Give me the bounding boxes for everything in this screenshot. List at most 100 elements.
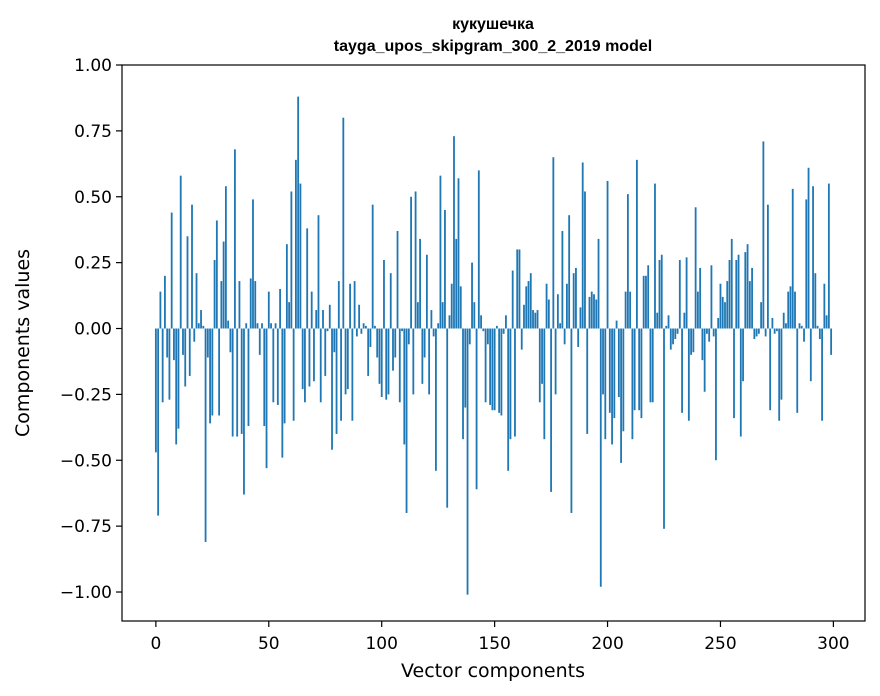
bar-component-61 xyxy=(292,328,295,421)
bar-component-3 xyxy=(161,328,164,403)
bar-component-184 xyxy=(570,328,573,513)
bar-component-140 xyxy=(471,262,473,329)
bar-component-8 xyxy=(173,328,175,361)
bar-component-95 xyxy=(369,328,372,347)
bar-component-158 xyxy=(511,270,514,329)
bar-component-55 xyxy=(279,288,281,329)
bar-component-2 xyxy=(159,291,162,329)
bar-component-188 xyxy=(579,307,582,329)
bar-component-271 xyxy=(766,204,769,329)
bar-component-108 xyxy=(398,328,401,403)
bar-component-266 xyxy=(755,328,758,337)
bar-component-246 xyxy=(710,265,713,329)
bar-component-35 xyxy=(234,149,236,329)
bar-component-224 xyxy=(660,254,663,329)
bar-component-255 xyxy=(730,238,733,329)
bar-component-57 xyxy=(283,328,286,424)
bar-series xyxy=(154,96,833,595)
bar-component-258 xyxy=(737,254,740,329)
bar-component-262 xyxy=(746,244,749,329)
bar-component-94 xyxy=(367,328,370,376)
y-tick-label: 0.00 xyxy=(74,320,112,340)
bar-component-65 xyxy=(301,328,304,390)
bar-component-52 xyxy=(272,328,275,403)
bar-component-295 xyxy=(821,328,823,421)
bar-component-280 xyxy=(787,291,790,329)
bar-component-49 xyxy=(265,328,268,469)
bar-component-239 xyxy=(694,207,697,329)
bar-component-125 xyxy=(437,323,440,329)
bar-component-118 xyxy=(421,328,424,384)
bar-component-148 xyxy=(489,328,492,405)
bar-component-10 xyxy=(177,328,180,429)
bar-component-7 xyxy=(170,212,173,329)
bar-component-132 xyxy=(453,136,455,329)
bar-component-82 xyxy=(340,328,342,421)
y-tick-label: 0.50 xyxy=(74,188,112,208)
bar-component-251 xyxy=(721,296,724,329)
bar-component-113 xyxy=(410,196,412,329)
bar-component-288 xyxy=(805,199,808,329)
bar-component-133 xyxy=(455,238,458,329)
bar-component-4 xyxy=(164,275,166,329)
bar-component-0 xyxy=(154,328,157,453)
bar-component-285 xyxy=(798,323,801,329)
bar-component-232 xyxy=(678,260,681,329)
bar-component-120 xyxy=(425,254,428,329)
bar-component-225 xyxy=(663,328,665,529)
bar-component-153 xyxy=(500,328,503,416)
bar-component-25 xyxy=(211,328,214,416)
bar-component-45 xyxy=(256,323,259,329)
bar-component-99 xyxy=(378,328,381,384)
bar-component-276 xyxy=(778,328,781,421)
bar-component-105 xyxy=(392,328,394,371)
y-axis-ticks: 1.00 0.75 0.50 0.25 0.00 −0.25 −0.50 −0.75 −1.00 xyxy=(60,56,122,603)
bar-component-149 xyxy=(491,328,494,411)
bar-component-56 xyxy=(281,328,284,458)
bar-component-294 xyxy=(818,328,821,340)
bar-component-151 xyxy=(495,325,498,329)
bar-component-293 xyxy=(816,325,819,329)
bar-component-236 xyxy=(687,328,690,421)
bar-component-106 xyxy=(394,328,397,358)
chart-title-line2: tayga_upos_skipgram_300_2_2019 model xyxy=(334,38,652,55)
bar-component-159 xyxy=(514,328,516,437)
bar-component-102 xyxy=(385,328,388,400)
bar-component-41 xyxy=(247,328,250,427)
bar-component-72 xyxy=(317,215,320,329)
bar-component-185 xyxy=(572,273,575,329)
bar-component-12 xyxy=(182,328,184,355)
bar-component-29 xyxy=(220,281,223,329)
bar-component-134 xyxy=(457,178,460,329)
bar-component-166 xyxy=(529,273,532,329)
bar-component-27 xyxy=(215,220,218,329)
bar-component-211 xyxy=(631,328,634,440)
x-tick-label: 250 xyxy=(704,634,736,654)
bar-component-299 xyxy=(830,328,833,355)
bar-component-85 xyxy=(346,328,349,390)
bar-component-26 xyxy=(213,260,216,329)
bar-component-213 xyxy=(636,159,638,329)
y-tick-label: −0.75 xyxy=(60,517,112,537)
bar-component-261 xyxy=(744,252,747,329)
bar-component-32 xyxy=(227,320,230,329)
bar-component-21 xyxy=(202,325,205,329)
bar-component-144 xyxy=(480,315,482,329)
bar-component-112 xyxy=(407,328,410,345)
chart-title-line1: кукушечка xyxy=(452,16,534,33)
bar-component-154 xyxy=(502,328,505,334)
bar-component-250 xyxy=(719,283,722,329)
plot-frame xyxy=(121,64,866,622)
bar-component-156 xyxy=(507,328,510,471)
bar-component-183 xyxy=(568,215,571,329)
x-tick-label: 300 xyxy=(817,634,849,654)
bar-component-137 xyxy=(464,328,467,408)
bar-component-244 xyxy=(706,328,708,334)
bar-component-31 xyxy=(224,186,227,329)
bar-component-88 xyxy=(353,281,356,329)
bar-component-126 xyxy=(439,175,442,329)
y-axis-label: Components values xyxy=(12,249,34,437)
bar-component-81 xyxy=(337,281,340,329)
bar-component-248 xyxy=(715,328,717,461)
bar-component-208 xyxy=(624,291,627,329)
